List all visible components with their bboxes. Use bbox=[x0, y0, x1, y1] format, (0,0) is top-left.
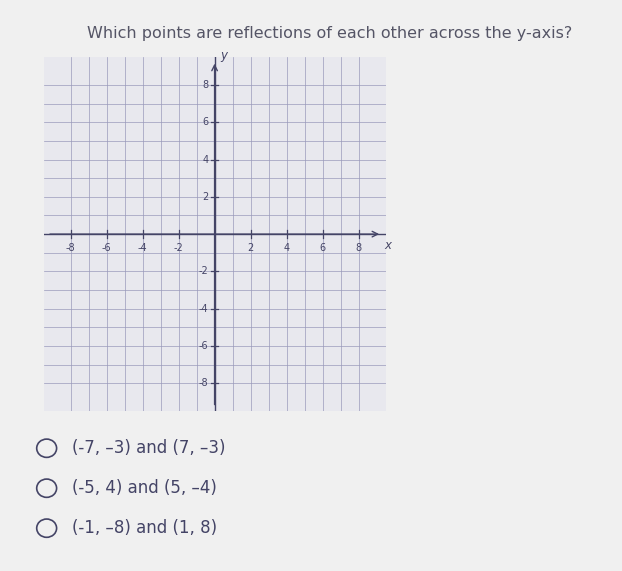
Text: -2: -2 bbox=[198, 267, 208, 276]
Text: -4: -4 bbox=[198, 304, 208, 313]
Text: -6: -6 bbox=[198, 341, 208, 351]
Text: 6: 6 bbox=[202, 117, 208, 127]
Text: Which points are reflections of each other across the y-axis?: Which points are reflections of each oth… bbox=[87, 26, 572, 41]
Text: (-5, 4) and (5, –4): (-5, 4) and (5, –4) bbox=[72, 479, 216, 497]
Text: y: y bbox=[220, 49, 227, 62]
Text: 6: 6 bbox=[320, 243, 326, 254]
Text: 2: 2 bbox=[248, 243, 254, 254]
Text: 8: 8 bbox=[202, 80, 208, 90]
Text: -6: -6 bbox=[102, 243, 111, 254]
Text: 4: 4 bbox=[284, 243, 290, 254]
Text: x: x bbox=[384, 239, 391, 252]
Text: -4: -4 bbox=[137, 243, 147, 254]
Text: 4: 4 bbox=[202, 155, 208, 164]
Text: (-1, –8) and (1, 8): (-1, –8) and (1, 8) bbox=[72, 519, 216, 537]
Text: 8: 8 bbox=[356, 243, 362, 254]
Text: (-7, –3) and (7, –3): (-7, –3) and (7, –3) bbox=[72, 439, 225, 457]
Text: -2: -2 bbox=[174, 243, 183, 254]
Text: -8: -8 bbox=[198, 378, 208, 388]
Text: -8: -8 bbox=[66, 243, 75, 254]
Text: 2: 2 bbox=[202, 192, 208, 202]
